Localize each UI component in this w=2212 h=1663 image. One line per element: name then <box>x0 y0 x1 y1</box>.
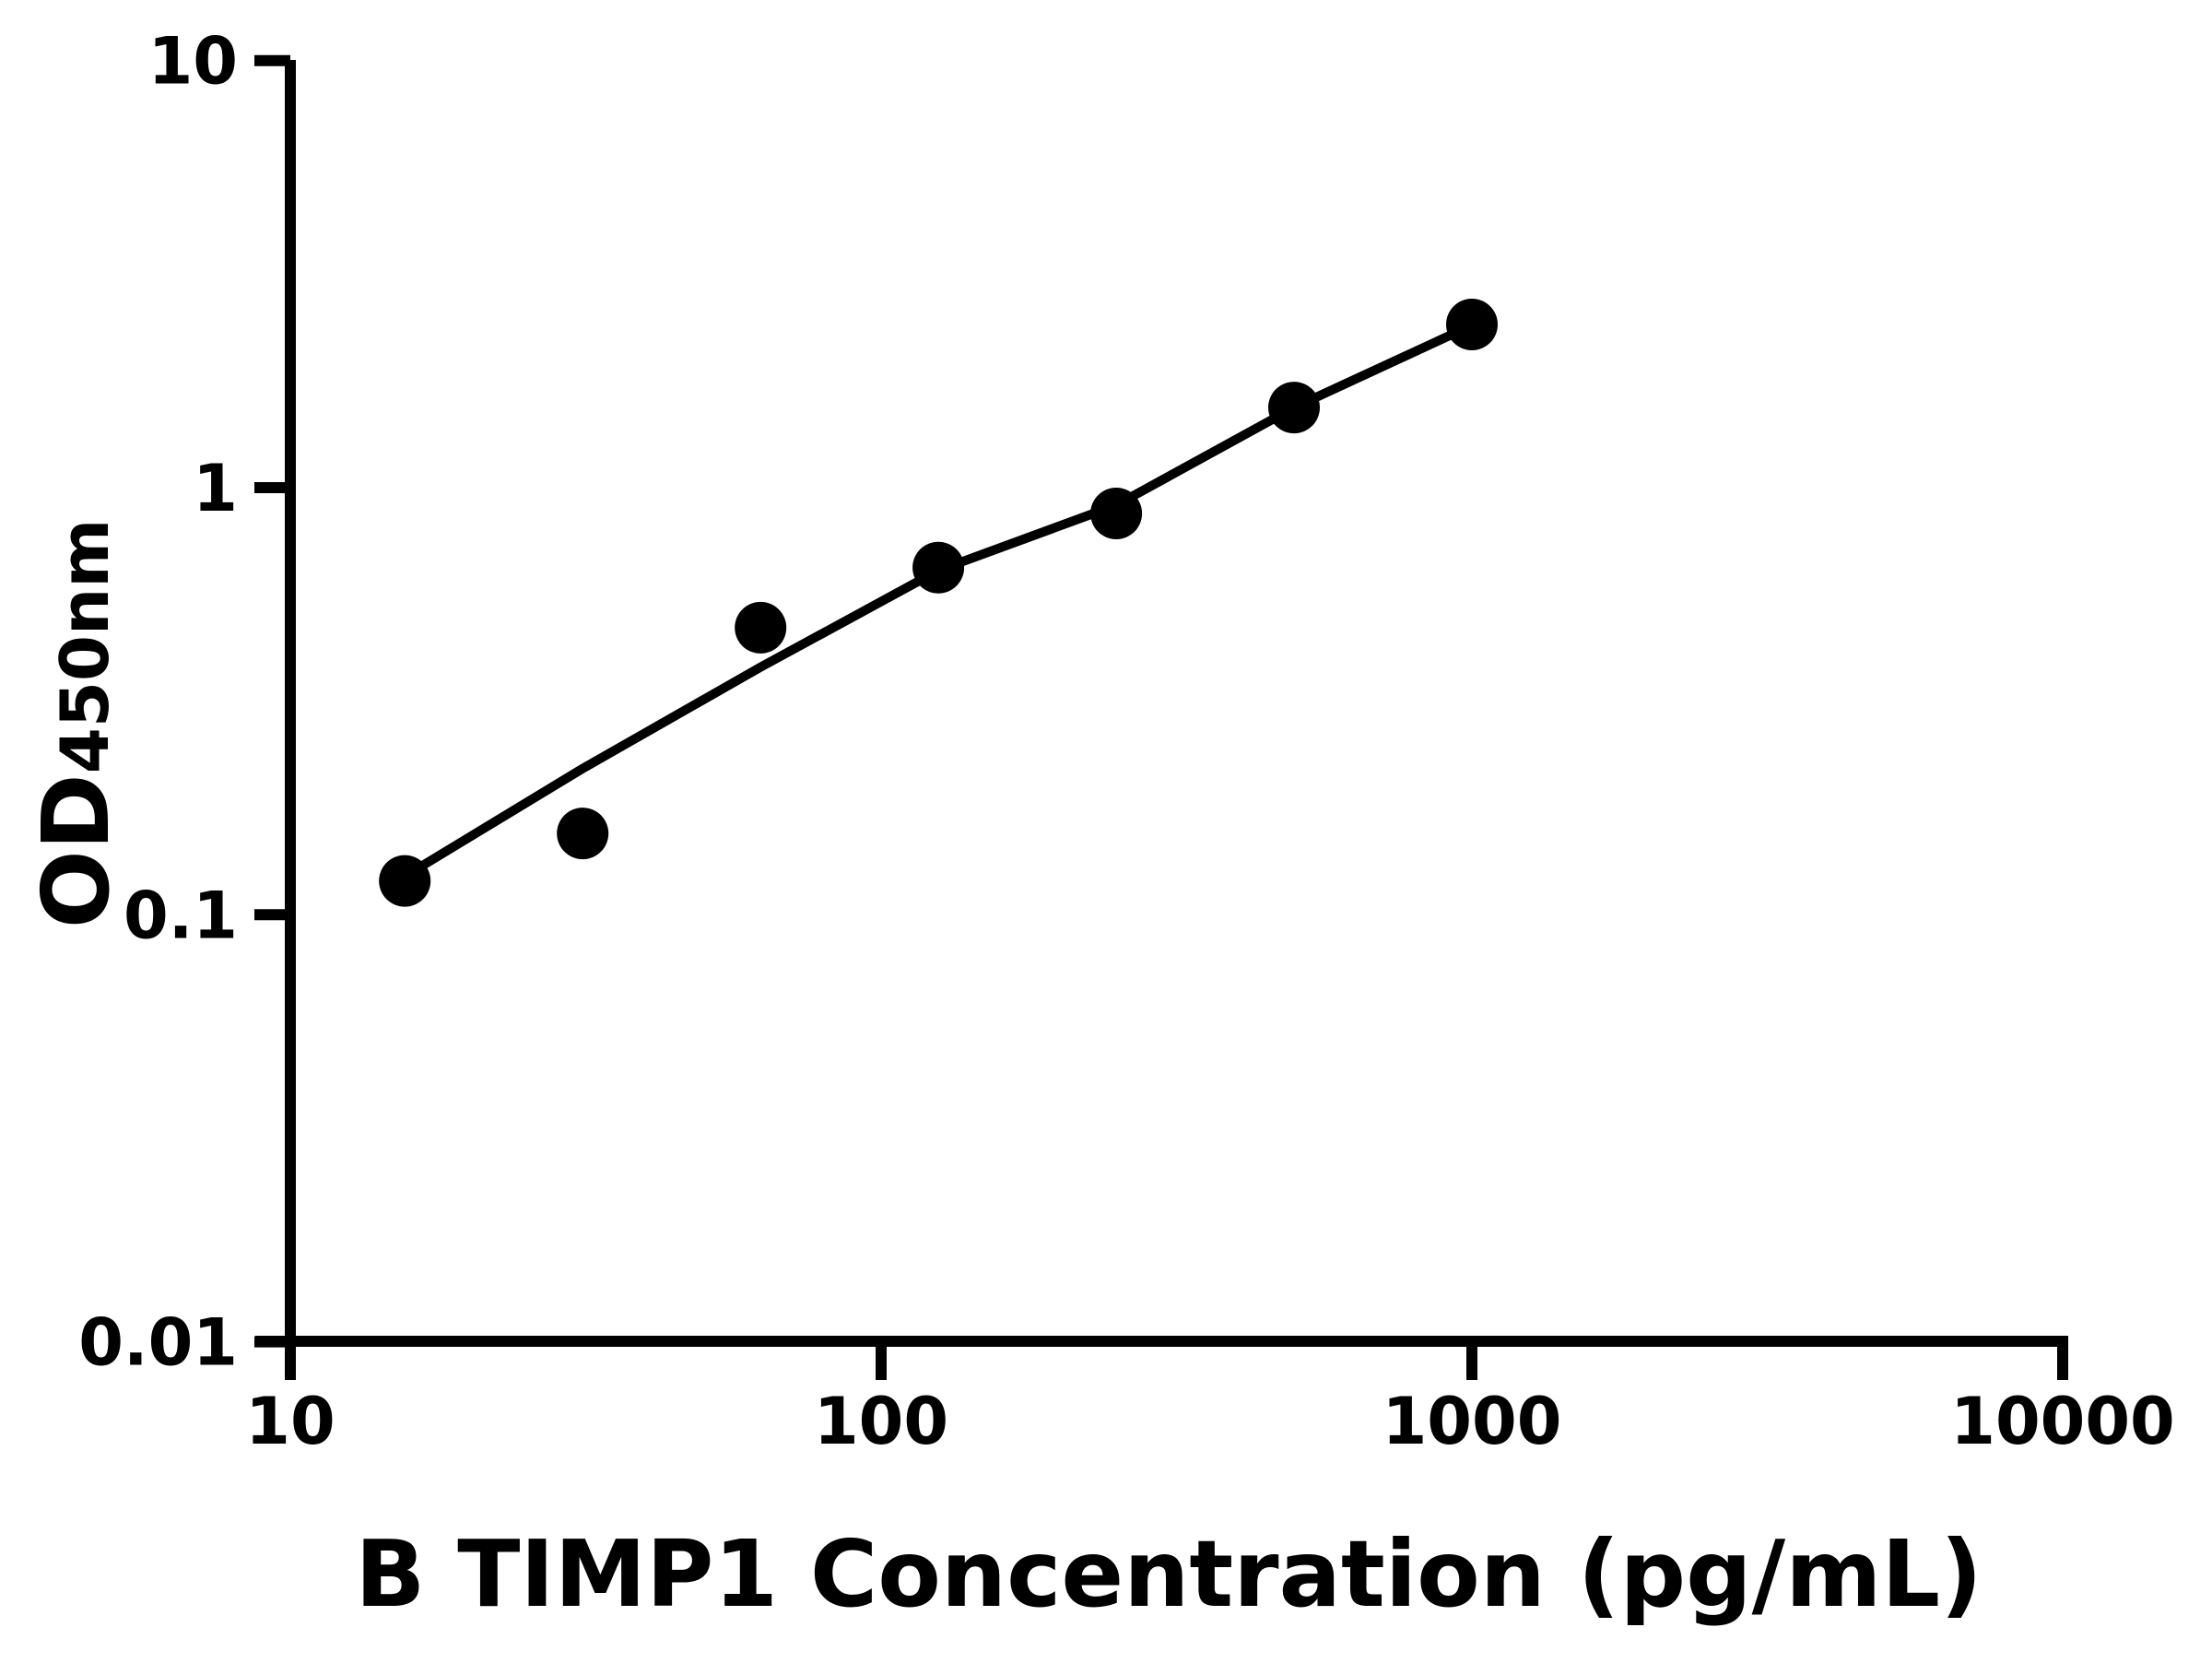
data-point <box>1090 488 1143 539</box>
data-point <box>735 601 787 654</box>
data-point <box>1446 299 1498 350</box>
y-tick-label: 0.1 <box>124 878 238 953</box>
data-point <box>1268 382 1320 434</box>
x-tick-marks <box>285 1341 2068 1380</box>
y-tick-label: 1 <box>193 451 238 526</box>
data-point <box>912 541 965 594</box>
y-tick-label: 10 <box>148 24 238 100</box>
x-tick-label: 10000 <box>1950 1384 2175 1459</box>
y-tick-label: 0.01 <box>78 1305 238 1381</box>
data-point <box>379 855 431 907</box>
y-axis-title-sub: 450nm <box>46 519 124 774</box>
y-axis-title-main: OD <box>22 773 130 928</box>
data-point <box>557 808 609 860</box>
y-tick-marks <box>254 54 290 1348</box>
x-tick-labels: 10 100 1000 10000 <box>245 1384 2174 1459</box>
axes <box>255 60 2068 1380</box>
x-tick-label: 100 <box>814 1384 948 1459</box>
x-tick-label: 1000 <box>1382 1384 1562 1459</box>
y-tick-labels: 10 1 0.1 0.01 <box>78 24 238 1381</box>
x-axis-title: B TIMP1 Concentration (pg/mL) <box>355 1520 1983 1628</box>
data-points <box>379 299 1498 907</box>
y-axis-title: OD450nm <box>22 519 130 929</box>
x-tick-label: 10 <box>245 1384 335 1459</box>
